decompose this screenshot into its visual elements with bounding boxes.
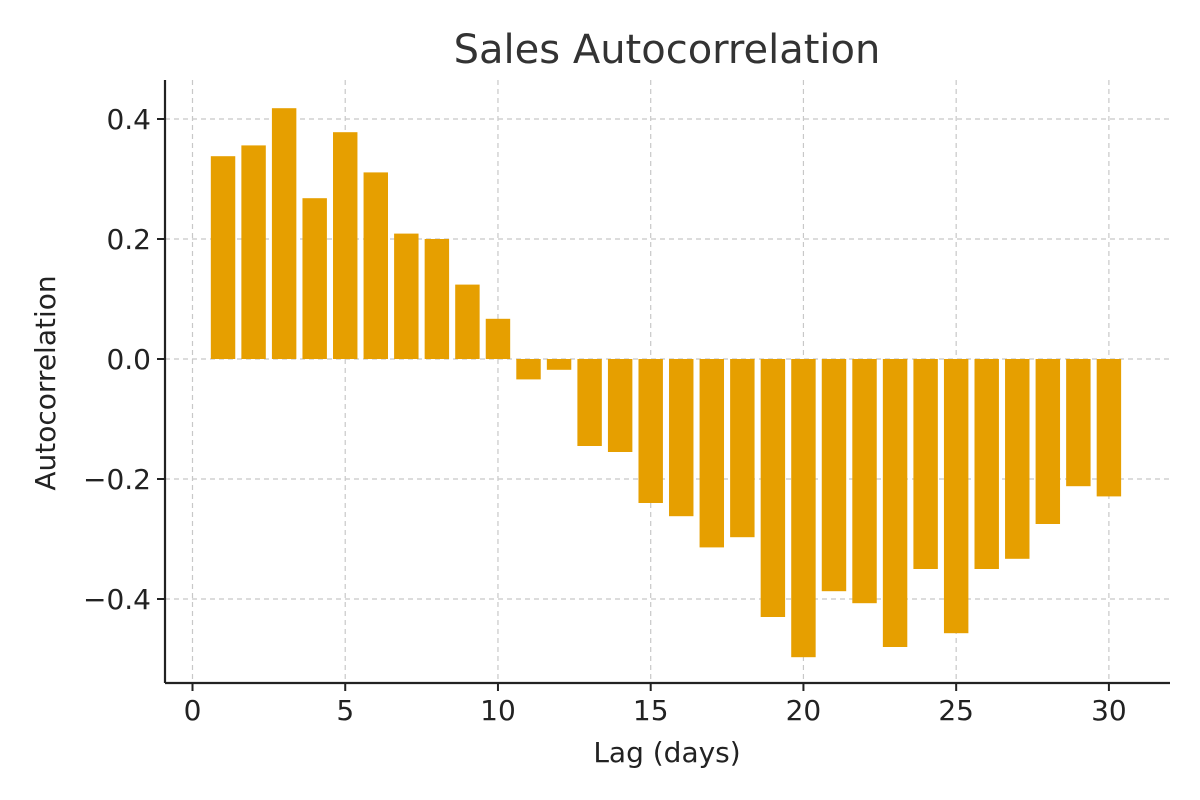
bar-lag-27 [1005, 359, 1030, 559]
bar-lag-14 [607, 359, 633, 452]
chart-title: Sales Autocorrelation [454, 27, 881, 73]
bar-lag-9 [455, 284, 480, 359]
bar-lag-23 [882, 359, 908, 647]
x-tick-label-2: 10 [480, 694, 516, 727]
y-tick-label-4: −0.4 [83, 583, 151, 616]
tick-marks [157, 118, 1110, 691]
bar-lag-28 [1035, 359, 1061, 524]
bar-lag-15 [638, 359, 663, 503]
axes [163, 80, 1170, 685]
bar-lag-13 [577, 359, 602, 446]
x-tick-label-0: 0 [184, 694, 202, 727]
bar-lag-11 [516, 359, 541, 380]
bar-lag-4 [302, 198, 327, 359]
x-tick-label-3: 15 [633, 694, 669, 727]
bar-lag-12 [546, 359, 572, 370]
bar-lag-16 [669, 359, 694, 517]
bar-lag-20 [791, 359, 816, 658]
bar-lag-24 [913, 359, 938, 569]
bar-lag-8 [424, 239, 450, 359]
bar-lag-5 [333, 132, 358, 359]
y-axis-label: Autocorrelation [29, 275, 62, 490]
bar-lag-26 [974, 359, 999, 569]
bar-lag-25 [943, 359, 969, 634]
x-tick-label-1: 5 [336, 694, 354, 727]
bar-lag-6 [363, 172, 388, 359]
bar-lag-3 [271, 108, 297, 359]
bar-lag-29 [1066, 359, 1091, 487]
y-tick-label-0: 0.4 [106, 103, 151, 136]
bars [210, 108, 1122, 658]
tick-labels: 0 5 10 15 20 25 30 0.4 0.2 0.0 −0.2 −0.4 [83, 103, 1127, 727]
bar-lag-1 [210, 156, 236, 359]
bar-lag-10 [485, 318, 511, 359]
x-tick-label-4: 20 [786, 694, 822, 727]
bar-lag-17 [699, 359, 725, 548]
bar-lag-19 [760, 359, 786, 617]
x-axis-label: Lag (days) [593, 736, 740, 769]
y-tick-label-3: −0.2 [83, 463, 151, 496]
bar-lag-30 [1096, 359, 1122, 497]
bar-lag-18 [730, 359, 755, 538]
bar-lag-21 [821, 359, 847, 592]
y-tick-label-1: 0.2 [106, 223, 151, 256]
bar-lag-2 [241, 145, 266, 359]
bar-lag-22 [852, 359, 877, 604]
x-tick-label-6: 30 [1091, 694, 1127, 727]
bar-lag-7 [394, 233, 419, 359]
x-tick-label-5: 25 [938, 694, 974, 727]
y-tick-label-2: 0.0 [106, 343, 151, 376]
